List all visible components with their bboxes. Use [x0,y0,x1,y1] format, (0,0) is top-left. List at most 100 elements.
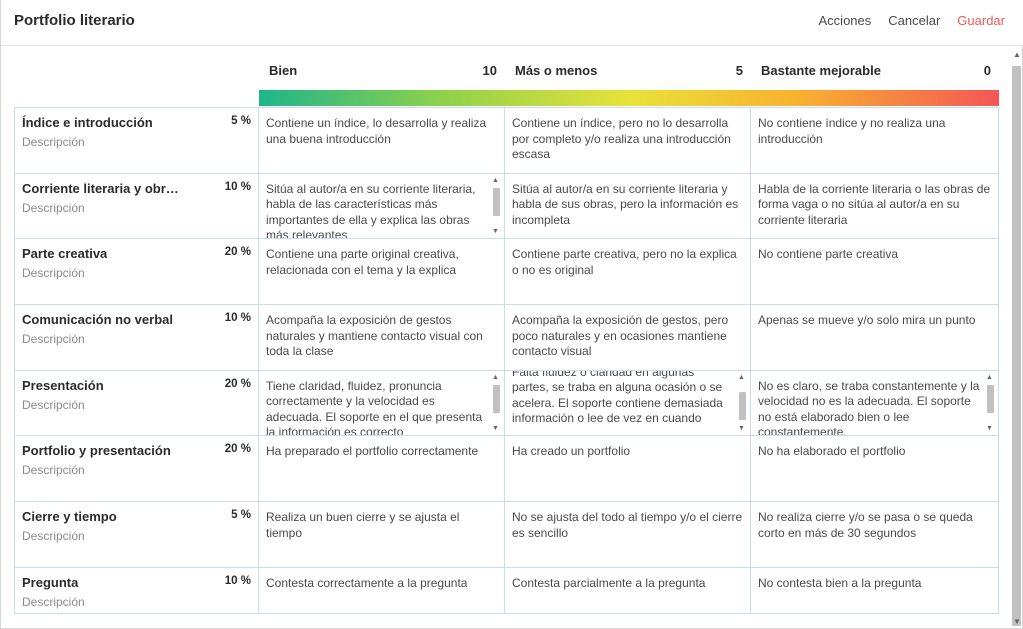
criterion-name: Corriente literaria y obr… [22,180,179,196]
scroll-up-icon[interactable]: ▲ [1013,50,1021,59]
level-points: 5 [735,63,743,78]
rubric-cell[interactable]: Acompaña la exposición de gestos natural… [259,305,505,370]
criterion-name: Portfolio y presentación [22,443,171,459]
criterion-cell[interactable]: Comunicación no verbal 10 % Descripción [14,305,259,370]
score-gradient-bar [259,90,999,106]
scroll-up-icon[interactable]: ▲ [492,176,499,184]
scroll-up-icon[interactable]: ▲ [738,373,745,381]
level-points: 10 [482,63,497,78]
criterion-cell[interactable]: Portfolio y presentación 20 % Descripció… [14,436,259,502]
scroll-down-icon[interactable]: ▼ [1013,617,1021,626]
level-name: Bien [269,63,298,78]
scroll-down-icon[interactable]: ▼ [492,424,499,432]
rubric-cell[interactable]: No contiene índice y no realiza una intr… [751,108,999,173]
criterion-weight: 20 % [224,377,251,390]
rubric-cell[interactable]: No contiene parte creativa [751,239,999,305]
rubric-row: Corriente literaria y obr… 10 % Descripc… [14,172,999,239]
cell-scrollbar[interactable]: ▲ ▼ [985,374,996,432]
criterion-weight: 5 % [231,509,251,522]
scrollbar-thumb[interactable] [987,384,994,413]
rubric-cell[interactable]: Contiene un índice, lo desarrolla y real… [259,108,505,173]
criterion-cell[interactable]: Cierre y tiempo 5 % Descripción [14,502,259,567]
rubric-cell[interactable]: Contesta parcialmente a la pregunta [505,567,751,613]
rubric-cell[interactable]: Tiene claridad, fluidez, pronuncia corre… [259,370,505,436]
criterion-description[interactable]: Descripción [22,135,85,149]
criterion-description[interactable]: Descripción [22,266,85,281]
level-name: Bastante mejorable [761,63,881,78]
page-title: Portfolio literario [14,12,135,29]
criterion-name: Cierre y tiempo [22,509,117,525]
rubric-cell-text: No es claro, se traba constantemente y l… [758,378,980,436]
cell-scrollbar[interactable]: ▲ ▼ [737,374,748,432]
criterion-description[interactable]: Descripción [22,594,85,609]
rubric-cell[interactable]: No se ajusta del todo al tiempo y/o el c… [505,502,751,567]
criterion-weight: 20 % [224,443,251,456]
criterion-description[interactable]: Descripción [22,463,85,478]
header-actions: Acciones Cancelar Guardar [819,13,1005,28]
rubric-cell[interactable]: Sitúa al autor/a en su corriente literar… [259,173,505,239]
scroll-up-icon[interactable]: ▲ [986,373,993,381]
rubric-cell[interactable]: Contiene un índice, pero no lo desarroll… [505,108,751,173]
criterion-cell[interactable]: Pregunta 10 % Descripción [14,567,259,613]
rubric-row: Pregunta 10 % Descripción Contesta corre… [14,566,999,614]
criterion-cell[interactable]: Parte creativa 20 % Descripción [14,239,259,305]
criterion-description[interactable]: Descripción [22,529,85,544]
level-header: Más o menos 5 [505,60,751,84]
criterion-cell[interactable]: Corriente literaria y obr… 10 % Descripc… [14,173,259,239]
rubric-cell[interactable]: No es claro, se traba constantemente y l… [751,370,999,436]
criterion-name: Índice e introducción [22,115,153,130]
level-points: 0 [983,63,991,78]
scrollbar-thumb[interactable] [493,384,500,413]
rubric-cell[interactable]: Contesta correctamente a la pregunta [259,567,505,613]
rubric-cell[interactable]: Ha preparado el portfolio correctamente [259,436,505,502]
criterion-cell[interactable]: Índice e introducción 5 % Descripción [14,108,259,173]
rubric-cell[interactable]: Apenas se mueve y/o solo mira un punto [751,305,999,370]
cancel-button[interactable]: Cancelar [888,13,941,28]
level-header: Bien 10 [259,60,505,84]
criterion-weight: 10 % [224,574,251,587]
criterion-description[interactable]: Descripción [22,397,85,412]
rubric-cell[interactable]: Contiene parte creativa, pero no la expl… [505,239,751,305]
scrollbar-thumb[interactable] [739,391,746,420]
rubric-row: Presentación 20 % Descripción Tiene clar… [14,369,999,436]
cell-scrollbar[interactable]: ▲ ▼ [491,177,502,235]
scroll-down-icon[interactable]: ▼ [986,424,993,432]
criterion-name: Comunicación no verbal [22,312,173,328]
criterion-description[interactable]: Descripción [22,200,85,215]
rubric-cell[interactable]: No ha elaborado el portfolio [751,436,999,502]
rubric-cell[interactable]: No contesta bien a la pregunta [751,567,999,613]
header-bar: Portfolio literario Acciones Cancelar Gu… [1,0,1023,46]
rubric-cell[interactable]: Habla de la corriente literaria o las ob… [751,173,999,239]
scrollbar-thumb[interactable] [493,187,500,216]
criterion-name: Parte creativa [22,246,108,262]
level-header: Bastante mejorable 0 [751,60,999,84]
level-name: Más o menos [515,63,598,78]
rubric-cell[interactable]: Ha creado un portfolio [505,436,751,502]
rubric-row: Parte creativa 20 % Descripción Contiene… [14,238,999,305]
criterion-name: Presentación [22,377,104,393]
scroll-up-icon[interactable]: ▲ [492,373,499,381]
criterion-name: Pregunta [22,574,79,590]
cell-scrollbar[interactable]: ▲ ▼ [491,374,502,432]
criterion-weight: 10 % [224,312,251,325]
scrollbar-thumb[interactable] [1012,66,1021,626]
rubric-cell[interactable]: Acompaña la exposición de gestos, pero p… [505,305,751,370]
rubric-cell[interactable]: Realiza un buen cierre y se ajusta el ti… [259,502,505,567]
rubric-row: Índice e introducción 5 % Descripción Co… [14,107,999,173]
rubric-grid: Índice e introducción 5 % Descripción Co… [14,107,999,614]
rubric-cell[interactable]: Sitúa al autor/a en su corriente literar… [505,173,751,239]
rubric-cell-text: Tiene claridad, fluidez, pronuncia corre… [266,378,483,436]
criterion-description[interactable]: Descripción [22,332,85,347]
rubric-cell[interactable]: Falta fluidez o claridad en algunas part… [505,370,751,436]
rubric-cell-text: Falta fluidez o claridad en algunas part… [512,370,723,426]
actions-button[interactable]: Acciones [818,13,872,28]
criterion-cell[interactable]: Presentación 20 % Descripción [14,370,259,436]
scroll-down-icon[interactable]: ▼ [738,424,745,432]
rubric-row: Comunicación no verbal 10 % Descripción … [14,304,999,370]
rubric-cell[interactable]: No realiza cierre y/o se pasa o se queda… [751,502,999,567]
scroll-down-icon[interactable]: ▼ [492,227,499,235]
rubric-cell[interactable]: Contiene una parte original creativa, re… [259,239,505,305]
page-scrollbar[interactable]: ▲ ▼ [1010,48,1023,626]
save-button[interactable]: Guardar [957,13,1005,28]
